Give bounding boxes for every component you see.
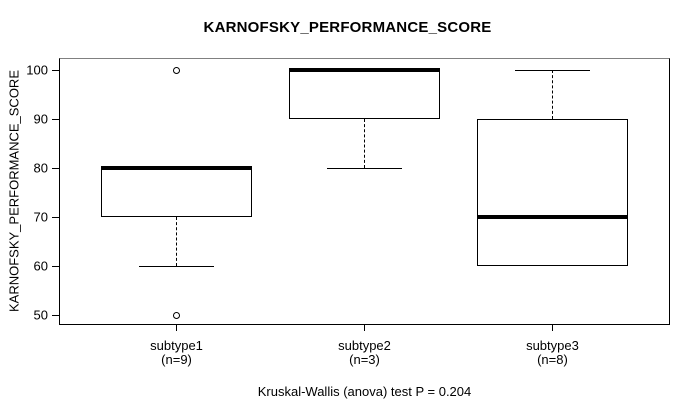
- whisker-cap: [514, 69, 591, 71]
- x-axis-label: subtype2 (n=3): [338, 339, 391, 367]
- box: [289, 70, 440, 120]
- x-tick: [551, 324, 553, 331]
- y-tick-label: 100: [26, 62, 48, 78]
- median-line: [477, 215, 628, 220]
- x-axis-label-count: (n=8): [537, 352, 568, 367]
- whisker-cap: [138, 265, 215, 267]
- y-tick-label: 90: [33, 111, 48, 127]
- y-tick: [52, 118, 59, 120]
- y-tick: [52, 314, 59, 316]
- y-axis-label: KARNOFSKY_PERFORMANCE_SCORE: [6, 70, 22, 312]
- y-tick-label: 70: [33, 209, 48, 225]
- x-axis-label-group: subtype1: [150, 338, 203, 353]
- stat-test-caption: Kruskal-Wallis (anova) test P = 0.204: [257, 384, 472, 399]
- box: [101, 168, 252, 218]
- x-axis-label: subtype3 (n=8): [526, 339, 579, 367]
- whisker-line: [364, 119, 365, 169]
- y-tick: [52, 69, 59, 71]
- x-axis-label-group: subtype3: [526, 338, 579, 353]
- whisker-line: [176, 217, 178, 267]
- x-axis-label-count: (n=9): [161, 352, 192, 367]
- x-axis-label-count: (n=3): [349, 352, 380, 367]
- y-tick-label: 60: [33, 258, 48, 274]
- median-line: [101, 166, 252, 171]
- y-tick-label: 50: [33, 307, 48, 323]
- box: [477, 119, 628, 267]
- y-tick-label: 80: [33, 160, 48, 176]
- x-tick: [364, 324, 365, 331]
- plot-area: 50 60 70 80 90 100 subtype1 (n=9) subtype2 (n=3) s…: [26, 58, 670, 367]
- whisker-cap: [326, 167, 403, 169]
- whisker-line: [551, 70, 553, 120]
- outlier-point: [173, 66, 181, 74]
- median-line: [289, 68, 440, 73]
- x-axis-label: subtype1 (n=9): [150, 339, 203, 367]
- outlier-point: [173, 311, 181, 319]
- y-tick: [52, 216, 59, 218]
- chart-title: KARNOFSKY_PERFORMANCE_SCORE: [203, 19, 492, 36]
- x-axis-label-group: subtype2: [338, 338, 391, 353]
- x-tick: [176, 324, 178, 331]
- y-tick: [52, 265, 59, 267]
- y-tick: [52, 167, 59, 169]
